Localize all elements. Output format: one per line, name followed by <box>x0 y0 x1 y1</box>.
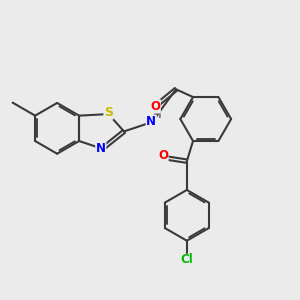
Text: O: O <box>158 149 168 162</box>
Text: H: H <box>153 110 162 120</box>
Text: N: N <box>146 115 156 128</box>
Text: Cl: Cl <box>181 254 193 266</box>
Text: S: S <box>104 106 113 119</box>
Text: O: O <box>150 100 160 113</box>
Text: N: N <box>96 142 106 155</box>
